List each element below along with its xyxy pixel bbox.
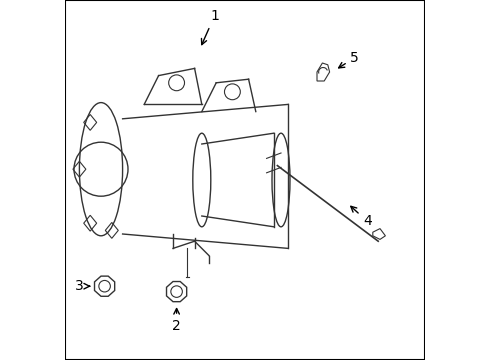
Text: 2: 2 [172, 309, 181, 333]
Text: 4: 4 [351, 206, 372, 228]
Text: 5: 5 [339, 51, 359, 68]
Text: 3: 3 [75, 279, 90, 293]
Text: 1: 1 [201, 9, 219, 45]
